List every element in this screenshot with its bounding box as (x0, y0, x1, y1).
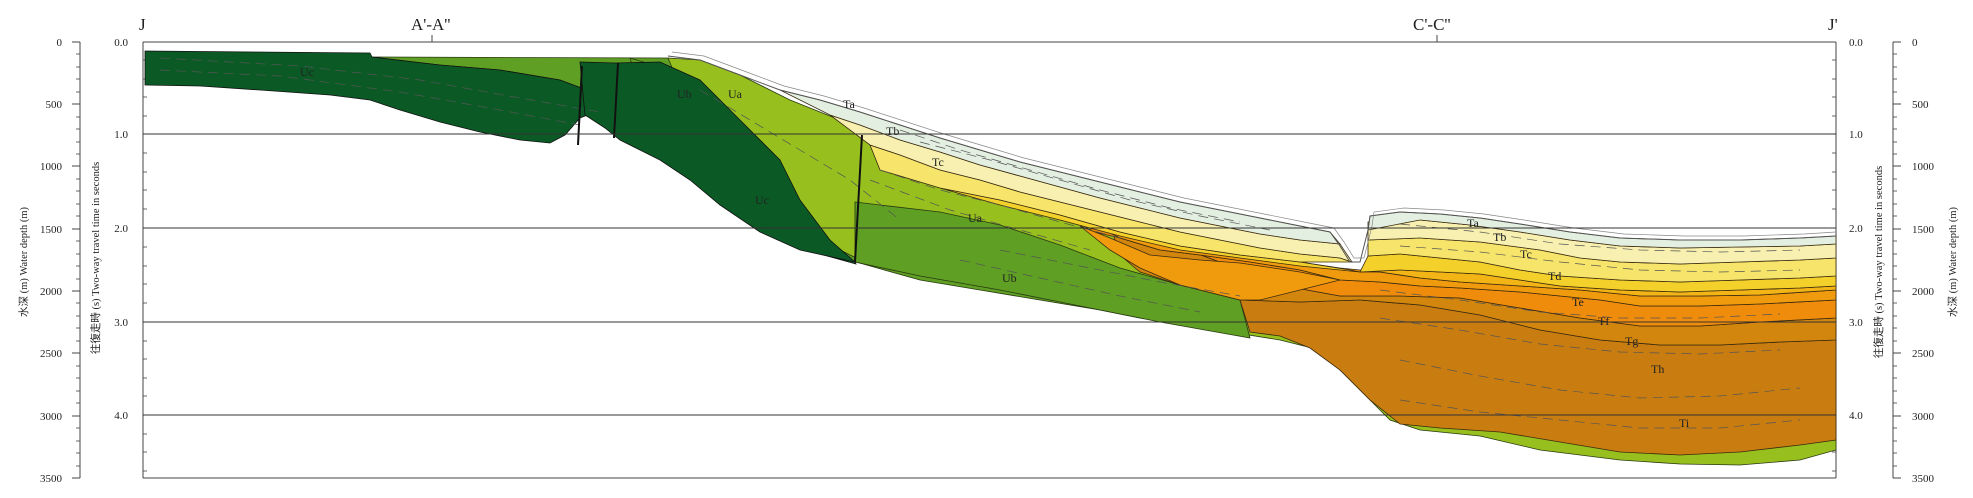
depth-tick-left: 3000 (40, 411, 63, 423)
right-depth-axis: 0 500 1000 1500 2000 2500 3000 3500 (1892, 37, 1935, 485)
twt-tick-left: 4.0 (114, 410, 128, 422)
right-twt-axis: 0.0 1.0 2.0 3.0 4.0 (1826, 37, 1863, 478)
internal-reflectors (159, 57, 1801, 429)
depth-tick-left: 1000 (40, 161, 63, 173)
depth-tick-right: 3000 (1912, 411, 1935, 423)
fault-line (613, 62, 619, 139)
depth-tick-left: 2000 (40, 286, 63, 298)
profile-crossing-label: C'-C'' (1413, 15, 1451, 34)
depth-tick-left: 500 (46, 99, 63, 111)
depth-tick-left: 2500 (40, 348, 63, 360)
twt-tick-right: 3.0 (1849, 317, 1863, 329)
depth-tick-right: 2000 (1912, 286, 1935, 298)
depth-tick-left: 0 (57, 37, 63, 49)
depth-tick-right: 1500 (1912, 224, 1935, 236)
unit-label-ta: Ta (843, 97, 855, 111)
fault-line (854, 134, 863, 263)
twt-tick-left: 3.0 (114, 317, 128, 329)
depth-tick-left: 3500 (40, 473, 63, 485)
unit-label-ta: Ta (1467, 216, 1479, 230)
fault-line (577, 65, 583, 146)
unit-label-tb: Tb (1493, 230, 1506, 244)
unit-label-ua: Ua (728, 87, 743, 101)
unit-label-ua: Ua (968, 211, 983, 225)
profile-start-label: J (139, 15, 146, 34)
twt-tick-left: 2.0 (114, 223, 128, 235)
unit-labels: Uc Ub Ua Uc Ua Ub Ta Tb Tc Ta Tb Tc Td T… (300, 65, 1690, 430)
depth-tick-right: 500 (1912, 99, 1929, 111)
seafloor-line (667, 55, 1837, 263)
faults (577, 62, 863, 263)
unit-label-tf: Tf (1598, 314, 1609, 328)
profile-end-label: J' (1828, 15, 1838, 34)
twt-tick-left: 0.0 (114, 37, 128, 49)
twt-tick-right: 4.0 (1849, 410, 1863, 422)
twt-tick-left: 1.0 (114, 129, 128, 141)
left-depth-axis: 0 500 1000 1500 2000 2500 3000 3500 (40, 37, 81, 485)
unit-label-tc: Tc (1520, 247, 1532, 261)
twt-tick-right: 2.0 (1849, 223, 1863, 235)
unit-Tg-wedge (1079, 225, 1341, 301)
unit-label-uc: Uc (755, 193, 769, 207)
depth-tick-right: 0 (1912, 37, 1918, 49)
depth-tick-left: 1500 (40, 224, 63, 236)
twt-tick-right: 0.0 (1849, 37, 1863, 49)
unit-label-ub: Ub (677, 87, 692, 101)
depth-axis-title-left: 水深 (m) Water depth (m) (18, 207, 30, 317)
twt-gridlines (143, 133, 1836, 416)
unit-label-uc: Uc (300, 65, 314, 79)
seafloor-line-offset (671, 51, 1837, 259)
unit-label-tg: Tg (1625, 334, 1638, 348)
unit-label-tb: Tb (886, 124, 899, 138)
left-twt-axis: 0.0 1.0 2.0 3.0 4.0 (114, 37, 153, 478)
unit-label-tc: Tc (932, 155, 944, 169)
depth-tick-right: 3500 (1912, 473, 1935, 485)
twt-axis-title-left: 往復走時 (s) Two-way travel time in seconds (89, 162, 102, 354)
twt-tick-right: 1.0 (1849, 129, 1863, 141)
depth-axis-title-right: 水深 (m) Water depth (m) (1947, 207, 1959, 317)
unit-label-ub: Ub (1002, 271, 1017, 285)
unit-label-th: Th (1651, 362, 1664, 376)
unit-label-td: Td (1548, 269, 1561, 283)
twt-axis-title-right: 往復走時 (s) Two-way travel time in seconds (1872, 166, 1885, 358)
depth-tick-right: 2500 (1912, 348, 1935, 360)
depth-tick-right: 1000 (1912, 161, 1935, 173)
unit-Tf-body (1099, 227, 1837, 307)
profile-crossing-label: A'-A'' (411, 15, 450, 34)
unit-Uc-slope (579, 61, 857, 263)
unit-label-te: Te (1572, 295, 1584, 309)
unit-label-ti: Ti (1679, 416, 1690, 430)
